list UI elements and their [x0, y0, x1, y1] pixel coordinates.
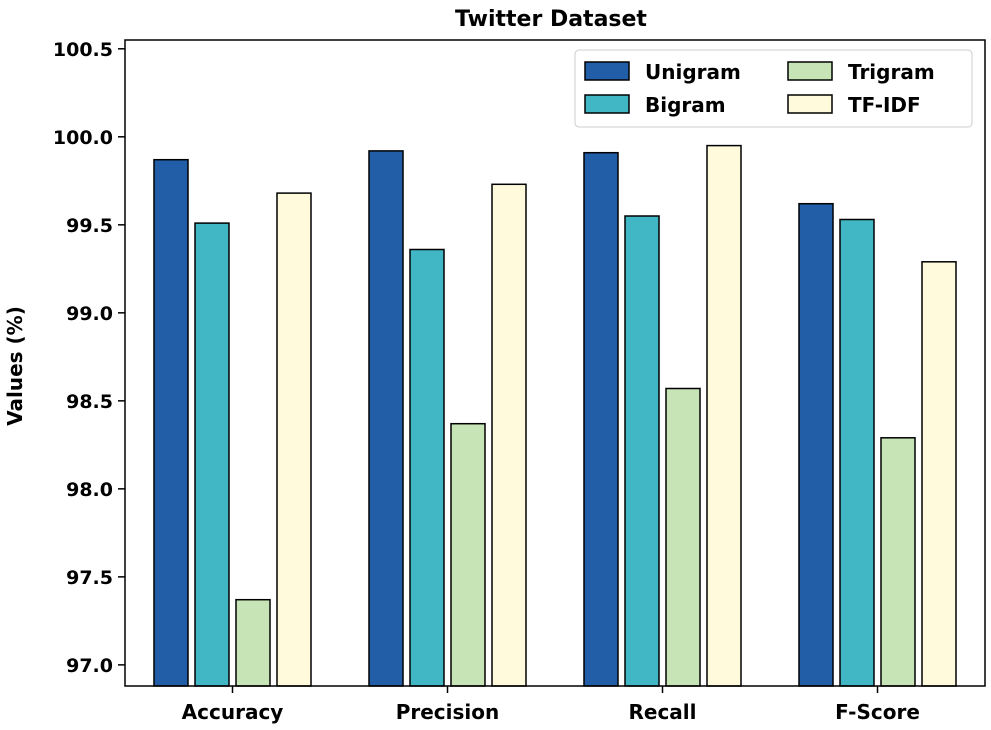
bar-unigram-f-score [798, 202, 834, 687]
y-tick-label: 97.5 [66, 567, 113, 589]
bars-layer [153, 144, 957, 687]
y-tick-label: 100.0 [53, 127, 113, 149]
plot-frame [124, 39, 986, 687]
bar-unigram-precision [368, 150, 404, 687]
y-tick-label: 99.0 [66, 303, 113, 325]
x-tick-label: Precision [396, 700, 500, 724]
legend-swatch-bigram [584, 94, 630, 114]
y-tick-label: 99.5 [66, 215, 113, 237]
bar-tf-idf-precision [491, 183, 527, 687]
y-tick-label: 98.0 [66, 479, 113, 501]
legend-label-tf-idf: TF-IDF [848, 93, 921, 117]
legend-label-bigram: Bigram [645, 93, 726, 117]
legend-swatch-trigram [787, 61, 833, 81]
legend: Unigram Bigram Trigram TF-IDF [574, 49, 973, 128]
legend-label-trigram: Trigram [848, 60, 935, 84]
legend-label-unigram: Unigram [645, 60, 741, 84]
bar-trigram-precision [450, 422, 486, 687]
y-tick-label: 100.5 [53, 39, 113, 61]
bar-tf-idf-recall [706, 144, 742, 687]
chart-title: Twitter Dataset [455, 7, 647, 32]
y-tick-label: 98.5 [66, 391, 113, 413]
bar-trigram-accuracy [235, 598, 271, 687]
bar-tf-idf-accuracy [276, 192, 312, 687]
bar-trigram-f-score [880, 437, 916, 687]
x-tick-label: F-Score [835, 700, 920, 724]
legend-swatch-unigram [584, 61, 630, 81]
axes-layer: 97.0 97.5 98.0 98.5 99.0 99.5 100.0 100.5 Accura… [53, 39, 986, 724]
bar-unigram-recall [583, 151, 619, 687]
bar-tf-idf-f-score [921, 261, 957, 687]
y-axis-label: Values (%) [3, 306, 27, 426]
y-tick-label: 97.0 [66, 655, 113, 677]
legend-box [574, 49, 973, 128]
bar-bigram-accuracy [194, 222, 230, 687]
legend-swatch-tf-idf [787, 94, 833, 114]
x-tick-label: Recall [628, 700, 696, 724]
bar-unigram-accuracy [153, 158, 189, 687]
bar-bigram-recall [624, 215, 660, 687]
x-tick-label: Accuracy [182, 700, 284, 724]
bar-bigram-f-score [839, 218, 875, 687]
bar-bigram-precision [409, 248, 445, 687]
bar-trigram-recall [665, 387, 701, 687]
